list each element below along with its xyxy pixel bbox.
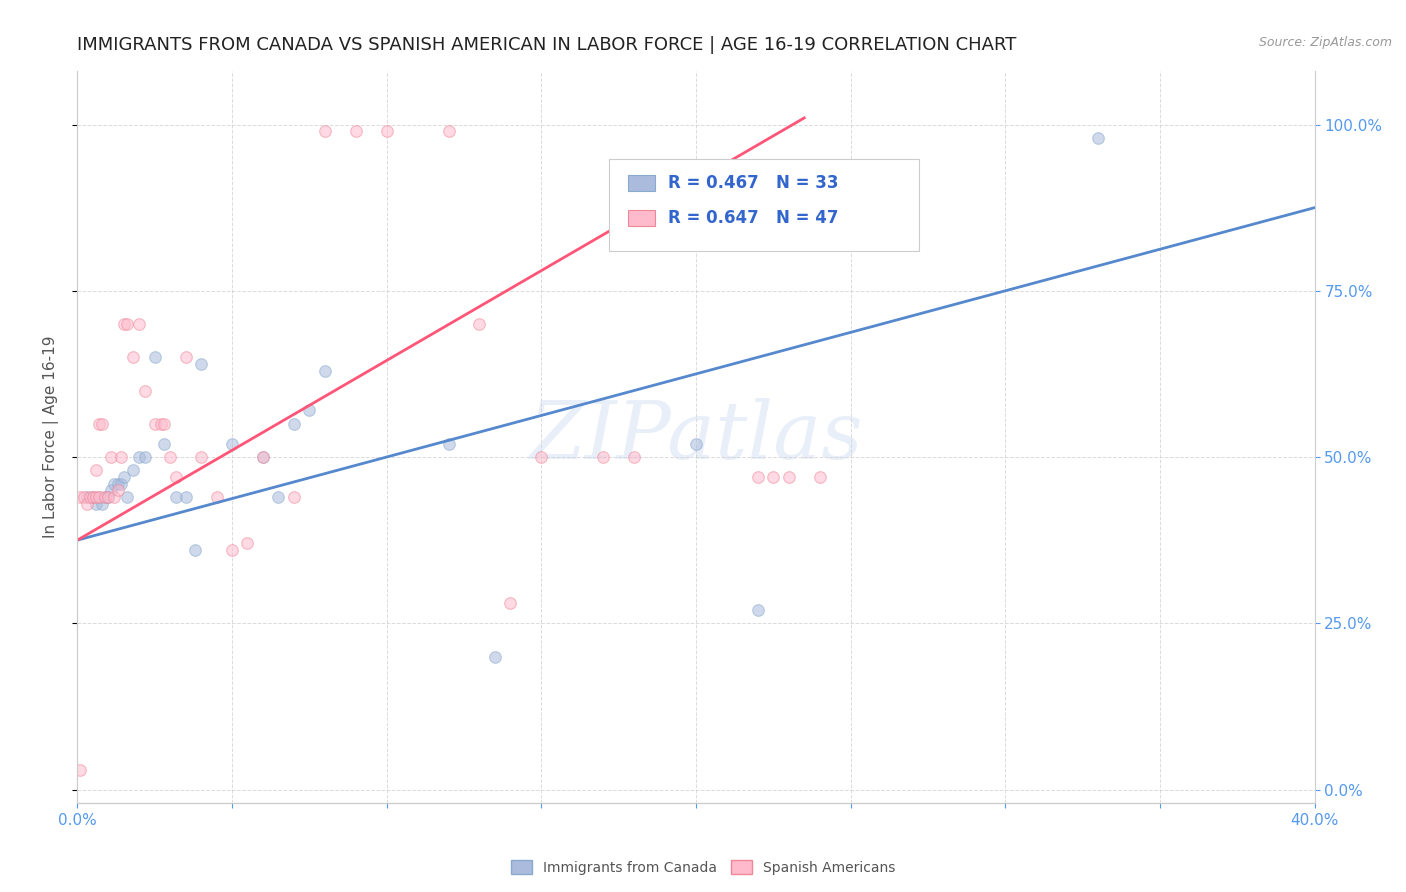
Point xyxy=(134,384,156,398)
Point xyxy=(112,317,135,331)
Point xyxy=(94,490,117,504)
Point xyxy=(314,363,336,377)
Point xyxy=(165,470,187,484)
Point xyxy=(69,763,91,777)
Point xyxy=(82,490,104,504)
Point xyxy=(174,351,197,365)
Point xyxy=(122,463,145,477)
Point xyxy=(79,490,101,504)
Point xyxy=(159,450,181,464)
Point xyxy=(76,497,98,511)
Point xyxy=(149,417,172,431)
Bar xyxy=(628,175,655,191)
Text: ZIPatlas: ZIPatlas xyxy=(529,399,863,475)
Legend: Immigrants from Canada, Spanish Americans: Immigrants from Canada, Spanish American… xyxy=(505,855,901,880)
Point xyxy=(236,536,259,550)
Point xyxy=(1087,131,1109,145)
Point xyxy=(100,483,122,498)
Point xyxy=(107,476,129,491)
Point xyxy=(221,543,243,558)
Point xyxy=(87,490,110,504)
Point xyxy=(84,497,107,511)
Point xyxy=(484,649,506,664)
Point xyxy=(530,450,553,464)
Point xyxy=(221,436,243,450)
Point xyxy=(84,463,107,477)
Point xyxy=(91,497,114,511)
Point xyxy=(184,543,207,558)
Point xyxy=(91,417,114,431)
Point xyxy=(267,490,290,504)
Point xyxy=(103,476,125,491)
Point xyxy=(112,470,135,484)
Point xyxy=(437,124,460,138)
Point xyxy=(190,450,212,464)
Point xyxy=(592,450,614,464)
Point xyxy=(314,124,336,138)
Text: R = 0.647   N = 47: R = 0.647 N = 47 xyxy=(668,209,838,227)
Point xyxy=(762,470,785,484)
Text: R = 0.467   N = 33: R = 0.467 N = 33 xyxy=(668,174,838,193)
Point xyxy=(190,357,212,371)
Point xyxy=(143,351,166,365)
Point xyxy=(165,490,187,504)
Point xyxy=(205,490,228,504)
Point xyxy=(87,490,110,504)
Point xyxy=(134,450,156,464)
Point xyxy=(82,490,104,504)
Point xyxy=(100,450,122,464)
Bar xyxy=(628,210,655,226)
Point xyxy=(298,403,321,417)
Point xyxy=(115,490,138,504)
Point xyxy=(153,417,176,431)
Text: IMMIGRANTS FROM CANADA VS SPANISH AMERICAN IN LABOR FORCE | AGE 16-19 CORRELATIO: IMMIGRANTS FROM CANADA VS SPANISH AMERIC… xyxy=(77,36,1017,54)
Point xyxy=(252,450,274,464)
Point xyxy=(283,417,305,431)
Point xyxy=(747,603,769,617)
Point xyxy=(128,450,150,464)
Point xyxy=(283,490,305,504)
Text: Source: ZipAtlas.com: Source: ZipAtlas.com xyxy=(1258,36,1392,49)
Point xyxy=(110,476,132,491)
Point xyxy=(110,450,132,464)
FancyBboxPatch shape xyxy=(609,159,918,251)
Point xyxy=(174,490,197,504)
Point xyxy=(97,490,120,504)
Point xyxy=(808,470,831,484)
Point xyxy=(143,417,166,431)
Point xyxy=(103,490,125,504)
Point xyxy=(747,470,769,484)
Point xyxy=(69,490,91,504)
Y-axis label: In Labor Force | Age 16-19: In Labor Force | Age 16-19 xyxy=(44,335,59,539)
Point xyxy=(94,490,117,504)
Point xyxy=(623,450,645,464)
Point xyxy=(72,490,94,504)
Point xyxy=(76,490,98,504)
Point xyxy=(115,317,138,331)
Point xyxy=(499,596,522,610)
Point xyxy=(122,351,145,365)
Point xyxy=(468,317,491,331)
Point xyxy=(84,490,107,504)
Point xyxy=(437,436,460,450)
Point xyxy=(252,450,274,464)
Point xyxy=(778,470,800,484)
Point xyxy=(375,124,398,138)
Point xyxy=(344,124,367,138)
Point xyxy=(97,490,120,504)
Point xyxy=(128,317,150,331)
Point xyxy=(153,436,176,450)
Point xyxy=(107,483,129,498)
Point xyxy=(685,436,707,450)
Point xyxy=(87,417,110,431)
